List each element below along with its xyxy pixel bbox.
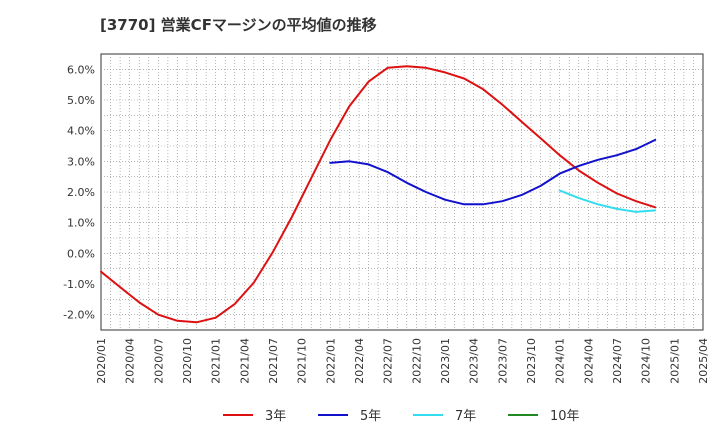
series-lines	[100, 65, 657, 324]
grid-lines	[101, 54, 703, 330]
x-tick-label: 2024/04	[582, 338, 595, 384]
x-tick-label: 2021/10	[296, 338, 309, 384]
y-tick-label: 3.0%	[67, 155, 95, 168]
y-axis-ticks: -2.0% -1.0% 0.0% 1.0% 2.0% 3.0% 4.0% 5.0% 6.0%	[63, 63, 95, 321]
y-tick-label: 4.0%	[67, 125, 95, 138]
series-line-1	[100, 65, 657, 324]
x-tick-label: 2022/01	[324, 338, 337, 384]
x-tick-label: 2025/04	[697, 338, 710, 384]
x-tick-label: 2021/01	[210, 338, 223, 384]
x-tick-label: 2022/04	[353, 338, 366, 384]
x-tick-label: 2022/07	[382, 338, 395, 384]
series-line-3	[558, 189, 657, 213]
chart-title: [3770] 営業CFマージンの平均値の推移	[100, 16, 377, 34]
legend-label: 3年	[265, 409, 286, 424]
x-tick-label: 2023/10	[525, 338, 538, 384]
legend-label: 10年	[550, 409, 580, 424]
legend-label: 7年	[455, 409, 476, 424]
x-tick-label: 2023/07	[496, 338, 509, 384]
x-tick-label: 2024/07	[611, 338, 624, 384]
x-tick-label: 2020/04	[124, 338, 137, 384]
x-tick-label: 2024/10	[640, 338, 653, 384]
x-tick-label: 2025/01	[668, 338, 681, 384]
x-tick-label: 2020/10	[181, 338, 194, 384]
x-tick-label: 2020/01	[95, 338, 108, 384]
x-tick-label: 2024/01	[554, 338, 567, 384]
y-tick-label: 2.0%	[67, 186, 95, 199]
x-axis-ticks: 2020/01 2020/04 2020/07 2020/10 2021/01 2021/…	[95, 338, 710, 384]
y-tick-label: -1.0%	[63, 278, 95, 291]
y-tick-label: -2.0%	[63, 309, 95, 322]
x-tick-label: 2021/07	[267, 338, 280, 384]
x-tick-label: 2020/07	[152, 338, 165, 384]
y-tick-label: 0.0%	[67, 247, 95, 260]
x-tick-label: 2023/04	[468, 338, 481, 384]
y-tick-label: 1.0%	[67, 217, 95, 230]
x-tick-label: 2021/04	[238, 338, 251, 384]
x-tick-label: 2022/10	[410, 338, 423, 384]
series-line-2	[329, 138, 657, 206]
y-tick-label: 5.0%	[67, 94, 95, 107]
y-tick-label: 6.0%	[67, 63, 95, 76]
x-tick-label: 2023/01	[439, 338, 452, 384]
legend: 3年 5年 7年 10年	[223, 409, 580, 424]
legend-label: 5年	[360, 409, 381, 424]
